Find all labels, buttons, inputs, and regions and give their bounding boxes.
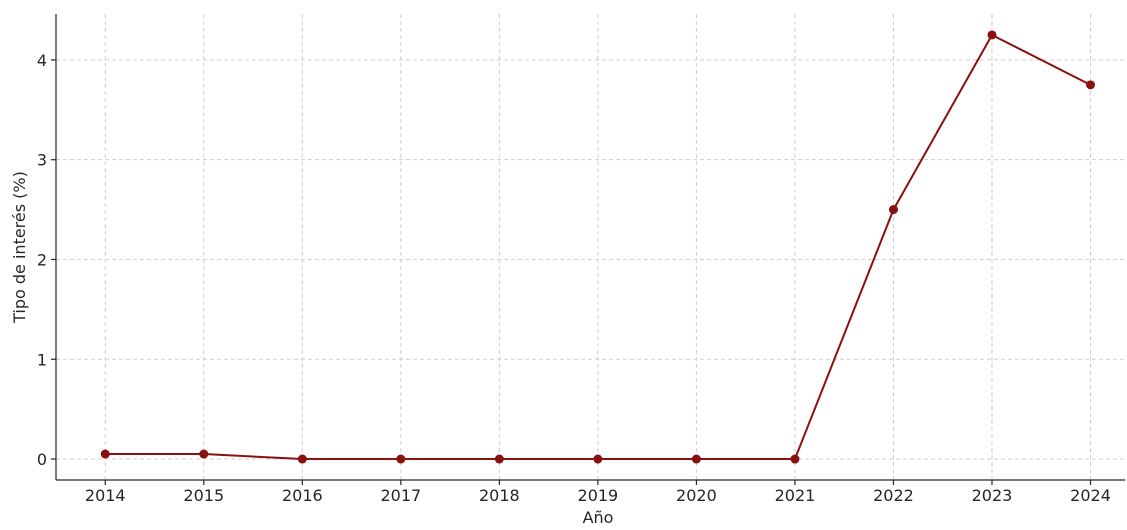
x-tick-label: 2023	[972, 486, 1013, 505]
y-tick-label: 4	[37, 51, 47, 70]
y-tick-label: 2	[37, 250, 47, 269]
x-tick-label: 2019	[578, 486, 619, 505]
x-tick-label: 2014	[85, 486, 126, 505]
data-point	[100, 449, 110, 459]
y-tick-label: 3	[37, 151, 47, 170]
axes	[51, 14, 1125, 485]
data-point	[199, 449, 209, 459]
data-point	[494, 454, 504, 464]
x-axis-title: Año	[583, 508, 614, 527]
x-tick-label: 2017	[380, 486, 421, 505]
x-tick-label: 2021	[775, 486, 816, 505]
x-tick-label: 2016	[282, 486, 323, 505]
data-point	[593, 454, 603, 464]
data-point	[691, 454, 701, 464]
data-point	[987, 30, 997, 40]
data-point	[790, 454, 800, 464]
x-tick-label: 2022	[873, 486, 914, 505]
y-tick-label: 1	[37, 350, 47, 369]
x-tick-label: 2015	[183, 486, 224, 505]
x-tick-label: 2024	[1070, 486, 1111, 505]
series-layer	[100, 30, 1096, 464]
x-tick-label: 2020	[676, 486, 717, 505]
data-point	[1086, 80, 1096, 90]
tick-labels: 2014 2015 2016 2017 2018 2019 2020 2021 2022 2023…	[37, 51, 1111, 505]
y-tick-label: 0	[37, 450, 47, 469]
data-point	[297, 454, 307, 464]
grid	[56, 14, 1125, 480]
x-tick-label: 2018	[479, 486, 520, 505]
data-point	[396, 454, 406, 464]
data-point	[888, 205, 898, 215]
y-axis-title: Tipo de interés (%)	[10, 171, 29, 324]
